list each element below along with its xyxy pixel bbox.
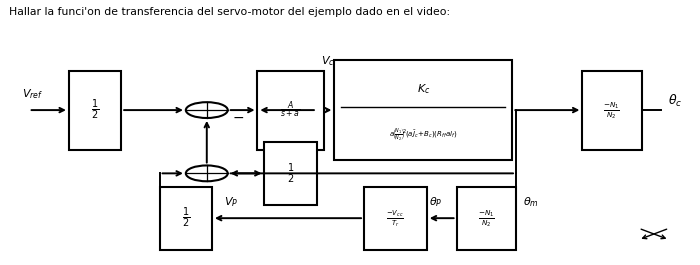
- Text: $\frac{-V_{cc}}{T_r}$: $\frac{-V_{cc}}{T_r}$: [386, 208, 405, 228]
- Text: $\frac{-N_1}{N_2}$: $\frac{-N_1}{N_2}$: [603, 100, 620, 121]
- Text: $\theta_P$: $\theta_P$: [430, 195, 443, 209]
- Bar: [258, 70, 324, 150]
- Text: $a\!\left(\!\frac{N_1}{N_2}\!\right)^{\!2}\!(a\bar{J}_c\!+\!B_c)(R_{ff}al_f)$: $a\!\left(\!\frac{N_1}{N_2}\!\right)^{\!…: [389, 126, 458, 142]
- Circle shape: [186, 102, 228, 118]
- Text: $-$: $-$: [232, 110, 244, 124]
- Text: $\frac{-N_1}{N_2}$: $\frac{-N_1}{N_2}$: [477, 208, 495, 229]
- Text: $V_c$: $V_c$: [321, 54, 335, 68]
- Bar: [456, 187, 516, 250]
- Text: $\frac{1}{2}$: $\frac{1}{2}$: [182, 206, 190, 230]
- Bar: [364, 187, 427, 250]
- Bar: [335, 60, 512, 160]
- Text: $\frac{A}{s+a}$: $\frac{A}{s+a}$: [281, 100, 301, 121]
- Text: $\frac{1}{2}$: $\frac{1}{2}$: [91, 98, 99, 122]
- Text: $\theta_c$: $\theta_c$: [668, 93, 682, 109]
- Text: $\theta_m$: $\theta_m$: [524, 195, 539, 209]
- Bar: [160, 187, 212, 250]
- Text: $\frac{1}{2}$: $\frac{1}{2}$: [286, 161, 295, 186]
- Bar: [69, 70, 121, 150]
- Text: $K_c$: $K_c$: [416, 82, 430, 96]
- Bar: [265, 142, 317, 205]
- Text: $V_P$: $V_P$: [224, 195, 238, 209]
- Text: $V_{ref}$: $V_{ref}$: [22, 87, 43, 101]
- Circle shape: [186, 165, 228, 181]
- Bar: [582, 70, 642, 150]
- Text: Hallar la funci'on de transferencia del servo-motor del ejemplo dado en el video: Hallar la funci'on de transferencia del …: [9, 7, 450, 17]
